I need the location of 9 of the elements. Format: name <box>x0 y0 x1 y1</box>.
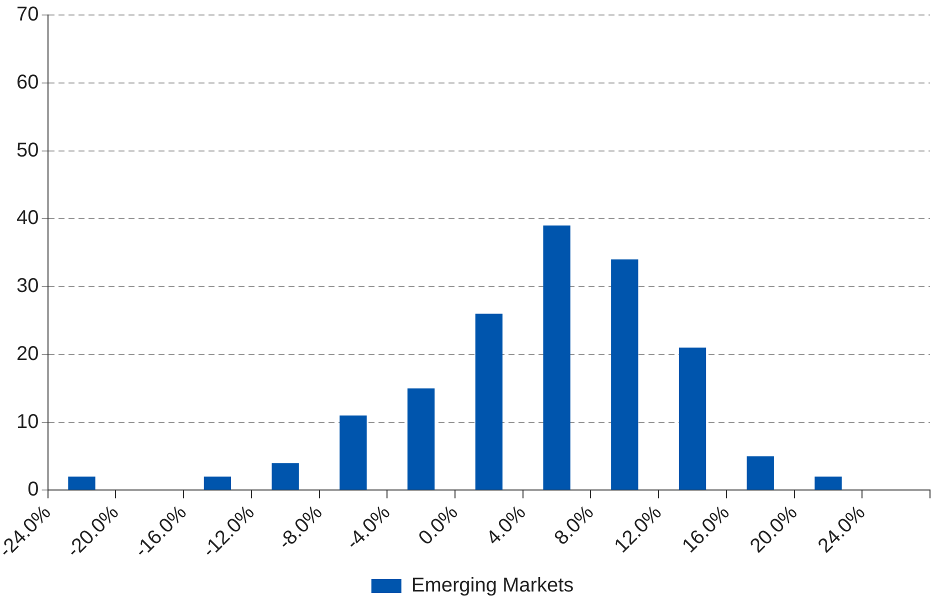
y-tick-label: 50 <box>16 139 39 162</box>
y-tick-label: 70 <box>16 4 39 26</box>
y-tick-label: 10 <box>16 410 39 433</box>
legend-label: Emerging Markets <box>411 574 574 597</box>
y-tick-label: 60 <box>16 71 39 94</box>
y-tick-label: 20 <box>16 342 39 365</box>
y-tick-label: 40 <box>16 207 39 230</box>
y-tick-label: 0 <box>28 478 39 501</box>
y-tick-label: 30 <box>16 275 39 298</box>
